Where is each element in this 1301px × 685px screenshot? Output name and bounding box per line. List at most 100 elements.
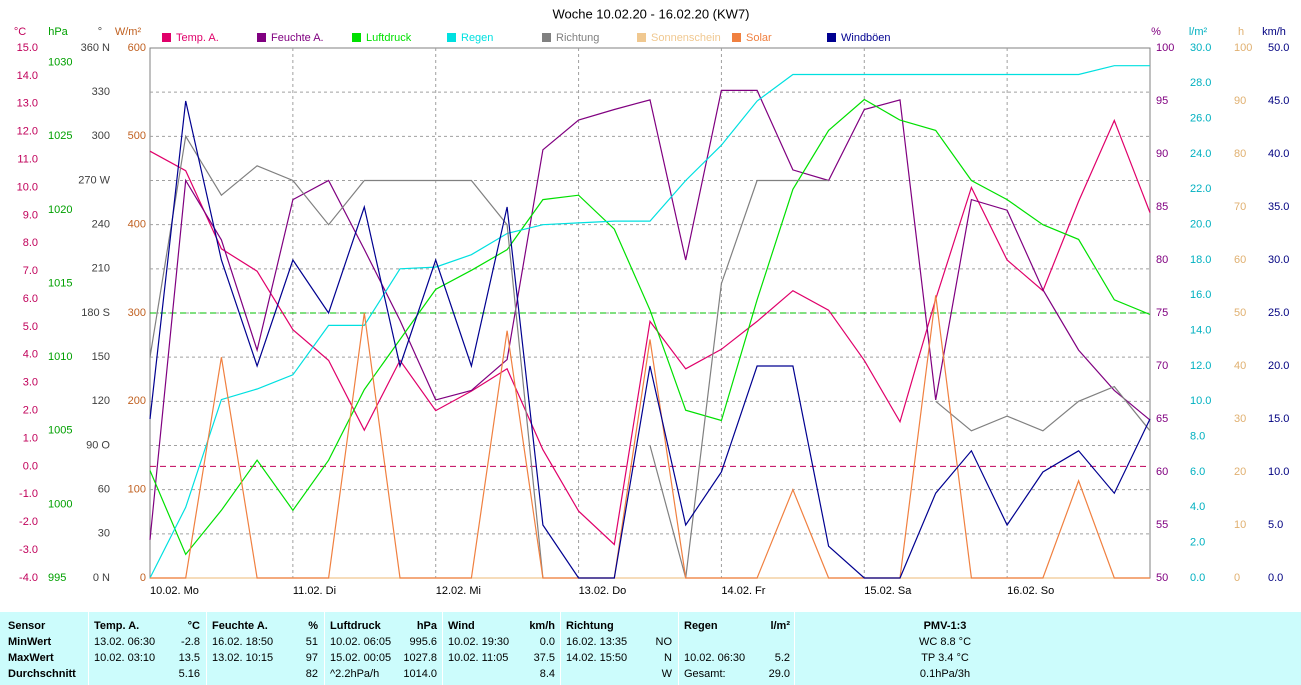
tick-label: 40.0 bbox=[1268, 148, 1289, 160]
x-tick-label: 10.02. Mo bbox=[150, 585, 199, 597]
tick-label: 400 bbox=[128, 219, 146, 231]
tick-label: 10 bbox=[1234, 519, 1246, 531]
cell-value: 82 bbox=[305, 668, 318, 680]
tick-label: 210 bbox=[92, 263, 110, 275]
tick-label: 300 bbox=[128, 307, 146, 319]
row-label: MaxWert bbox=[8, 652, 54, 664]
tick-label: 5.0 bbox=[23, 321, 38, 333]
cell-value: NO bbox=[655, 636, 673, 648]
tick-label: 1025 bbox=[48, 130, 72, 142]
tick-label: 15.0 bbox=[1268, 413, 1289, 425]
tick-label: 13.0 bbox=[17, 98, 38, 110]
cell-value: 97 bbox=[305, 652, 318, 664]
cell-value: W bbox=[661, 668, 672, 680]
tick-label: 4.0 bbox=[23, 349, 38, 361]
tick-label: 270 W bbox=[78, 174, 110, 186]
cell-value: 1027.8 bbox=[403, 652, 437, 664]
tick-label: 300 bbox=[92, 130, 110, 142]
column-separator bbox=[88, 612, 89, 685]
column-unit: hPa bbox=[416, 620, 437, 632]
axis-unit: hPa bbox=[48, 26, 68, 38]
tick-label: 1.0 bbox=[23, 432, 38, 444]
x-tick-label: 11.02. Di bbox=[293, 585, 336, 597]
column-separator bbox=[678, 612, 679, 685]
series-line bbox=[149, 98, 1151, 556]
tick-label: 7.0 bbox=[23, 265, 38, 277]
tick-label: 10.0 bbox=[1268, 466, 1289, 478]
tick-label: -4.0 bbox=[19, 572, 38, 584]
tick-label: -3.0 bbox=[19, 544, 38, 556]
column-header: Wind bbox=[448, 620, 475, 632]
tick-label: -1.0 bbox=[19, 488, 38, 500]
column-separator bbox=[442, 612, 443, 685]
column-unit: l/m² bbox=[770, 620, 790, 632]
tick-label: 16.0 bbox=[1190, 289, 1211, 301]
column-header: Temp. A. bbox=[94, 620, 140, 632]
tick-label: 100 bbox=[1156, 42, 1174, 54]
cell-text: TP 3.4 °C bbox=[921, 652, 969, 664]
column-separator bbox=[560, 612, 561, 685]
column-separator bbox=[324, 612, 325, 685]
cell-date: 10.02. 19:30 bbox=[448, 636, 510, 648]
cell-value: 37.5 bbox=[533, 652, 555, 664]
legend-label: Richtung bbox=[556, 32, 599, 44]
tick-label: 500 bbox=[128, 130, 146, 142]
series-line bbox=[149, 89, 1151, 540]
legend-swatch bbox=[637, 33, 646, 42]
tick-label: 95 bbox=[1156, 95, 1168, 107]
tick-label: 30.0 bbox=[1268, 254, 1289, 266]
tick-label: 28.0 bbox=[1190, 77, 1211, 89]
tick-label: 1010 bbox=[48, 351, 72, 363]
tick-label: 995 bbox=[48, 572, 66, 584]
tick-label: 40 bbox=[1234, 360, 1246, 372]
chart: Woche 10.02.20 - 16.02.20 (KW7) °C -4.0 -3… bbox=[14, 6, 1290, 597]
legend-swatch bbox=[827, 33, 836, 42]
x-tick-label: 12.02. Mi bbox=[436, 585, 481, 597]
cell-value: 5.16 bbox=[178, 668, 200, 680]
cell-date: 15.02. 00:05 bbox=[330, 652, 392, 664]
tick-label: 240 bbox=[92, 219, 110, 231]
legend-label: Feuchte A. bbox=[271, 32, 324, 44]
tick-label: 10.0 bbox=[1190, 395, 1211, 407]
stats-table: Sensor Temp. A. °C Feuchte A.% Luftdruck hPa W… bbox=[0, 612, 1301, 685]
tick-label: 8.0 bbox=[1190, 431, 1205, 443]
tick-label: 0.0 bbox=[23, 460, 38, 472]
cell-value: 1014.0 bbox=[403, 668, 437, 680]
column-unit: % bbox=[308, 620, 318, 632]
tick-label: 14.0 bbox=[17, 70, 38, 82]
tick-label: 30 bbox=[1234, 413, 1246, 425]
cell-text: 0.1hPa/3h bbox=[919, 668, 971, 680]
tick-label: 14.0 bbox=[1190, 325, 1211, 337]
tick-label: 1000 bbox=[48, 498, 72, 510]
tick-label: 3.0 bbox=[23, 377, 38, 389]
cell-value: 51 bbox=[305, 636, 318, 648]
column-unit: °C bbox=[187, 620, 200, 632]
tick-label: 25.0 bbox=[1268, 307, 1289, 319]
tick-label: 200 bbox=[128, 395, 146, 407]
tick-label: 30 bbox=[98, 528, 110, 540]
cell-date: 16.02. 13:35 bbox=[566, 636, 628, 648]
column-header: PMV-1:3 bbox=[923, 620, 967, 632]
tick-label: 15.0 bbox=[17, 42, 38, 54]
tick-label: 50 bbox=[1234, 307, 1246, 319]
cell-date: 10.02. 06:05 bbox=[330, 636, 392, 648]
tick-label: 8.0 bbox=[23, 237, 38, 249]
series-line bbox=[149, 65, 1150, 579]
series-line bbox=[150, 295, 1150, 579]
cell-date: 14.02. 15:50 bbox=[566, 652, 628, 664]
tick-label: 30.0 bbox=[1190, 42, 1211, 54]
tick-label: 4.0 bbox=[1190, 501, 1205, 513]
column-header: Sensor bbox=[8, 620, 46, 632]
series-line bbox=[149, 100, 1151, 579]
tick-label: 0 N bbox=[93, 572, 110, 584]
legend-swatch bbox=[542, 33, 551, 42]
tick-label: 80 bbox=[1234, 148, 1246, 160]
column-header: Luftdruck bbox=[330, 620, 381, 632]
tick-label: 55 bbox=[1156, 519, 1168, 531]
tick-label: 26.0 bbox=[1190, 113, 1211, 125]
cell-value: 29.0 bbox=[768, 668, 790, 680]
x-tick-label: 16.02. So bbox=[1007, 585, 1054, 597]
tick-label: 20.0 bbox=[1268, 360, 1289, 372]
cell-date: 10.02. 06:30 bbox=[684, 652, 746, 664]
tick-label: 6.0 bbox=[23, 293, 38, 305]
